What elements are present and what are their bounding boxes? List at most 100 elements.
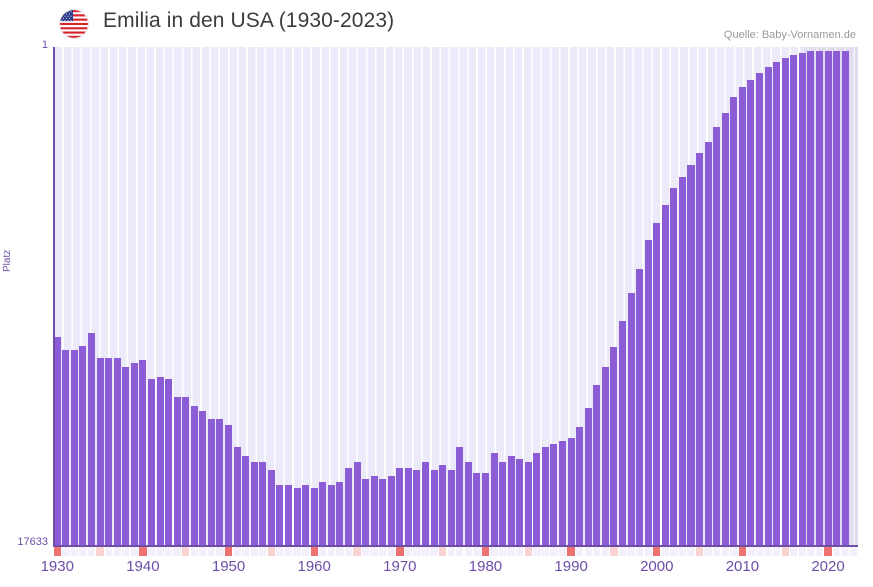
bar[interactable] xyxy=(713,127,721,545)
bar[interactable] xyxy=(439,465,447,545)
bar[interactable] xyxy=(833,51,841,545)
bar[interactable] xyxy=(781,58,789,545)
bar[interactable] xyxy=(404,468,412,545)
bar[interactable] xyxy=(225,425,233,545)
bar[interactable] xyxy=(267,470,275,545)
bar[interactable] xyxy=(327,485,335,545)
page-title: Emilia in den USA (1930-2023) xyxy=(103,9,395,32)
bar[interactable] xyxy=(387,476,395,545)
bar[interactable] xyxy=(259,462,267,545)
bar[interactable] xyxy=(422,462,430,545)
bar[interactable] xyxy=(756,73,764,545)
bar[interactable] xyxy=(147,379,155,545)
bar[interactable] xyxy=(490,453,498,545)
bar[interactable] xyxy=(344,468,352,545)
bar[interactable] xyxy=(738,87,746,545)
bar[interactable] xyxy=(53,337,61,545)
bar[interactable] xyxy=(627,293,635,545)
bar[interactable] xyxy=(481,473,489,545)
bar[interactable] xyxy=(610,347,618,545)
bar[interactable] xyxy=(601,367,609,545)
bar[interactable] xyxy=(302,485,310,545)
bar[interactable] xyxy=(524,462,532,545)
bar[interactable] xyxy=(678,177,686,545)
bar[interactable] xyxy=(122,367,130,545)
x-axis-tick xyxy=(670,547,678,556)
bar[interactable] xyxy=(216,419,224,545)
bar[interactable] xyxy=(576,427,584,545)
bar[interactable] xyxy=(636,269,644,545)
bar[interactable] xyxy=(353,462,361,545)
x-axis-tick xyxy=(627,547,635,556)
bar[interactable] xyxy=(370,476,378,545)
bar[interactable] xyxy=(96,358,104,545)
bar[interactable] xyxy=(113,358,121,545)
bar[interactable] xyxy=(319,482,327,545)
bar[interactable] xyxy=(336,482,344,545)
bar[interactable] xyxy=(88,333,96,545)
bar[interactable] xyxy=(704,142,712,545)
bar[interactable] xyxy=(815,51,823,545)
bar[interactable] xyxy=(207,419,215,545)
bar[interactable] xyxy=(456,447,464,545)
bar[interactable] xyxy=(233,447,241,545)
bar[interactable] xyxy=(473,473,481,545)
bar[interactable] xyxy=(533,453,541,545)
bar[interactable] xyxy=(696,153,704,545)
bar[interactable] xyxy=(559,441,567,545)
bar[interactable] xyxy=(747,80,755,545)
bar[interactable] xyxy=(396,468,404,545)
bar[interactable] xyxy=(284,485,292,545)
bar[interactable] xyxy=(430,470,438,545)
bar[interactable] xyxy=(310,488,318,545)
bar[interactable] xyxy=(670,188,678,545)
bar[interactable] xyxy=(550,444,558,545)
bar[interactable] xyxy=(730,97,738,545)
bar[interactable] xyxy=(661,205,669,545)
bar[interactable] xyxy=(156,377,164,545)
bar[interactable] xyxy=(250,462,258,545)
bar[interactable] xyxy=(644,240,652,545)
bar[interactable] xyxy=(70,350,78,545)
bar[interactable] xyxy=(541,447,549,545)
bar[interactable] xyxy=(593,385,601,545)
bar[interactable] xyxy=(182,397,190,545)
bar[interactable] xyxy=(824,51,832,545)
bar[interactable] xyxy=(567,438,575,545)
bar[interactable] xyxy=(173,397,181,545)
bar[interactable] xyxy=(773,62,781,545)
bar[interactable] xyxy=(293,488,301,545)
bar[interactable] xyxy=(807,51,815,545)
bar[interactable] xyxy=(499,462,507,545)
bar[interactable] xyxy=(199,411,207,545)
x-axis-tick xyxy=(550,547,558,556)
chart-header: Emilia in den USA (1930-2023) Quelle: Ba… xyxy=(0,0,873,46)
bar[interactable] xyxy=(165,379,173,545)
bar[interactable] xyxy=(721,113,729,545)
x-axis-tick-strip xyxy=(53,547,858,556)
bar[interactable] xyxy=(276,485,284,545)
bar[interactable] xyxy=(190,406,198,545)
bar[interactable] xyxy=(687,165,695,545)
bar[interactable] xyxy=(130,363,138,545)
bar[interactable] xyxy=(62,350,70,545)
bar[interactable] xyxy=(413,470,421,545)
bar[interactable] xyxy=(507,456,515,545)
bar[interactable] xyxy=(379,479,387,545)
bar[interactable] xyxy=(653,223,661,545)
x-axis-tick xyxy=(284,547,293,556)
bar[interactable] xyxy=(790,55,798,545)
bar[interactable] xyxy=(584,408,592,545)
bar[interactable] xyxy=(105,358,113,545)
bar[interactable] xyxy=(79,346,87,545)
bar[interactable] xyxy=(841,51,849,545)
bar[interactable] xyxy=(516,459,524,545)
bar[interactable] xyxy=(798,53,806,545)
bar[interactable] xyxy=(764,67,772,545)
bar[interactable] xyxy=(242,456,250,545)
bar[interactable] xyxy=(362,479,370,545)
bar[interactable] xyxy=(139,360,147,545)
bar[interactable] xyxy=(464,462,472,545)
bar[interactable] xyxy=(447,470,455,545)
bar[interactable] xyxy=(618,321,626,545)
